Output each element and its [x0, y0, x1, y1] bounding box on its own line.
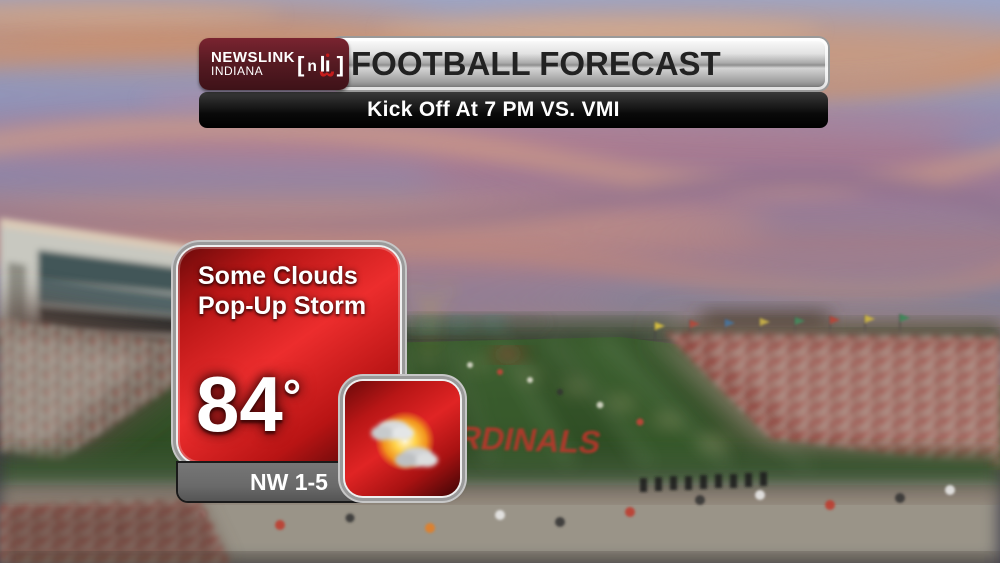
svg-text:n: n: [307, 58, 317, 75]
svg-text:[: [: [297, 52, 305, 77]
svg-text:]: ]: [337, 52, 344, 77]
